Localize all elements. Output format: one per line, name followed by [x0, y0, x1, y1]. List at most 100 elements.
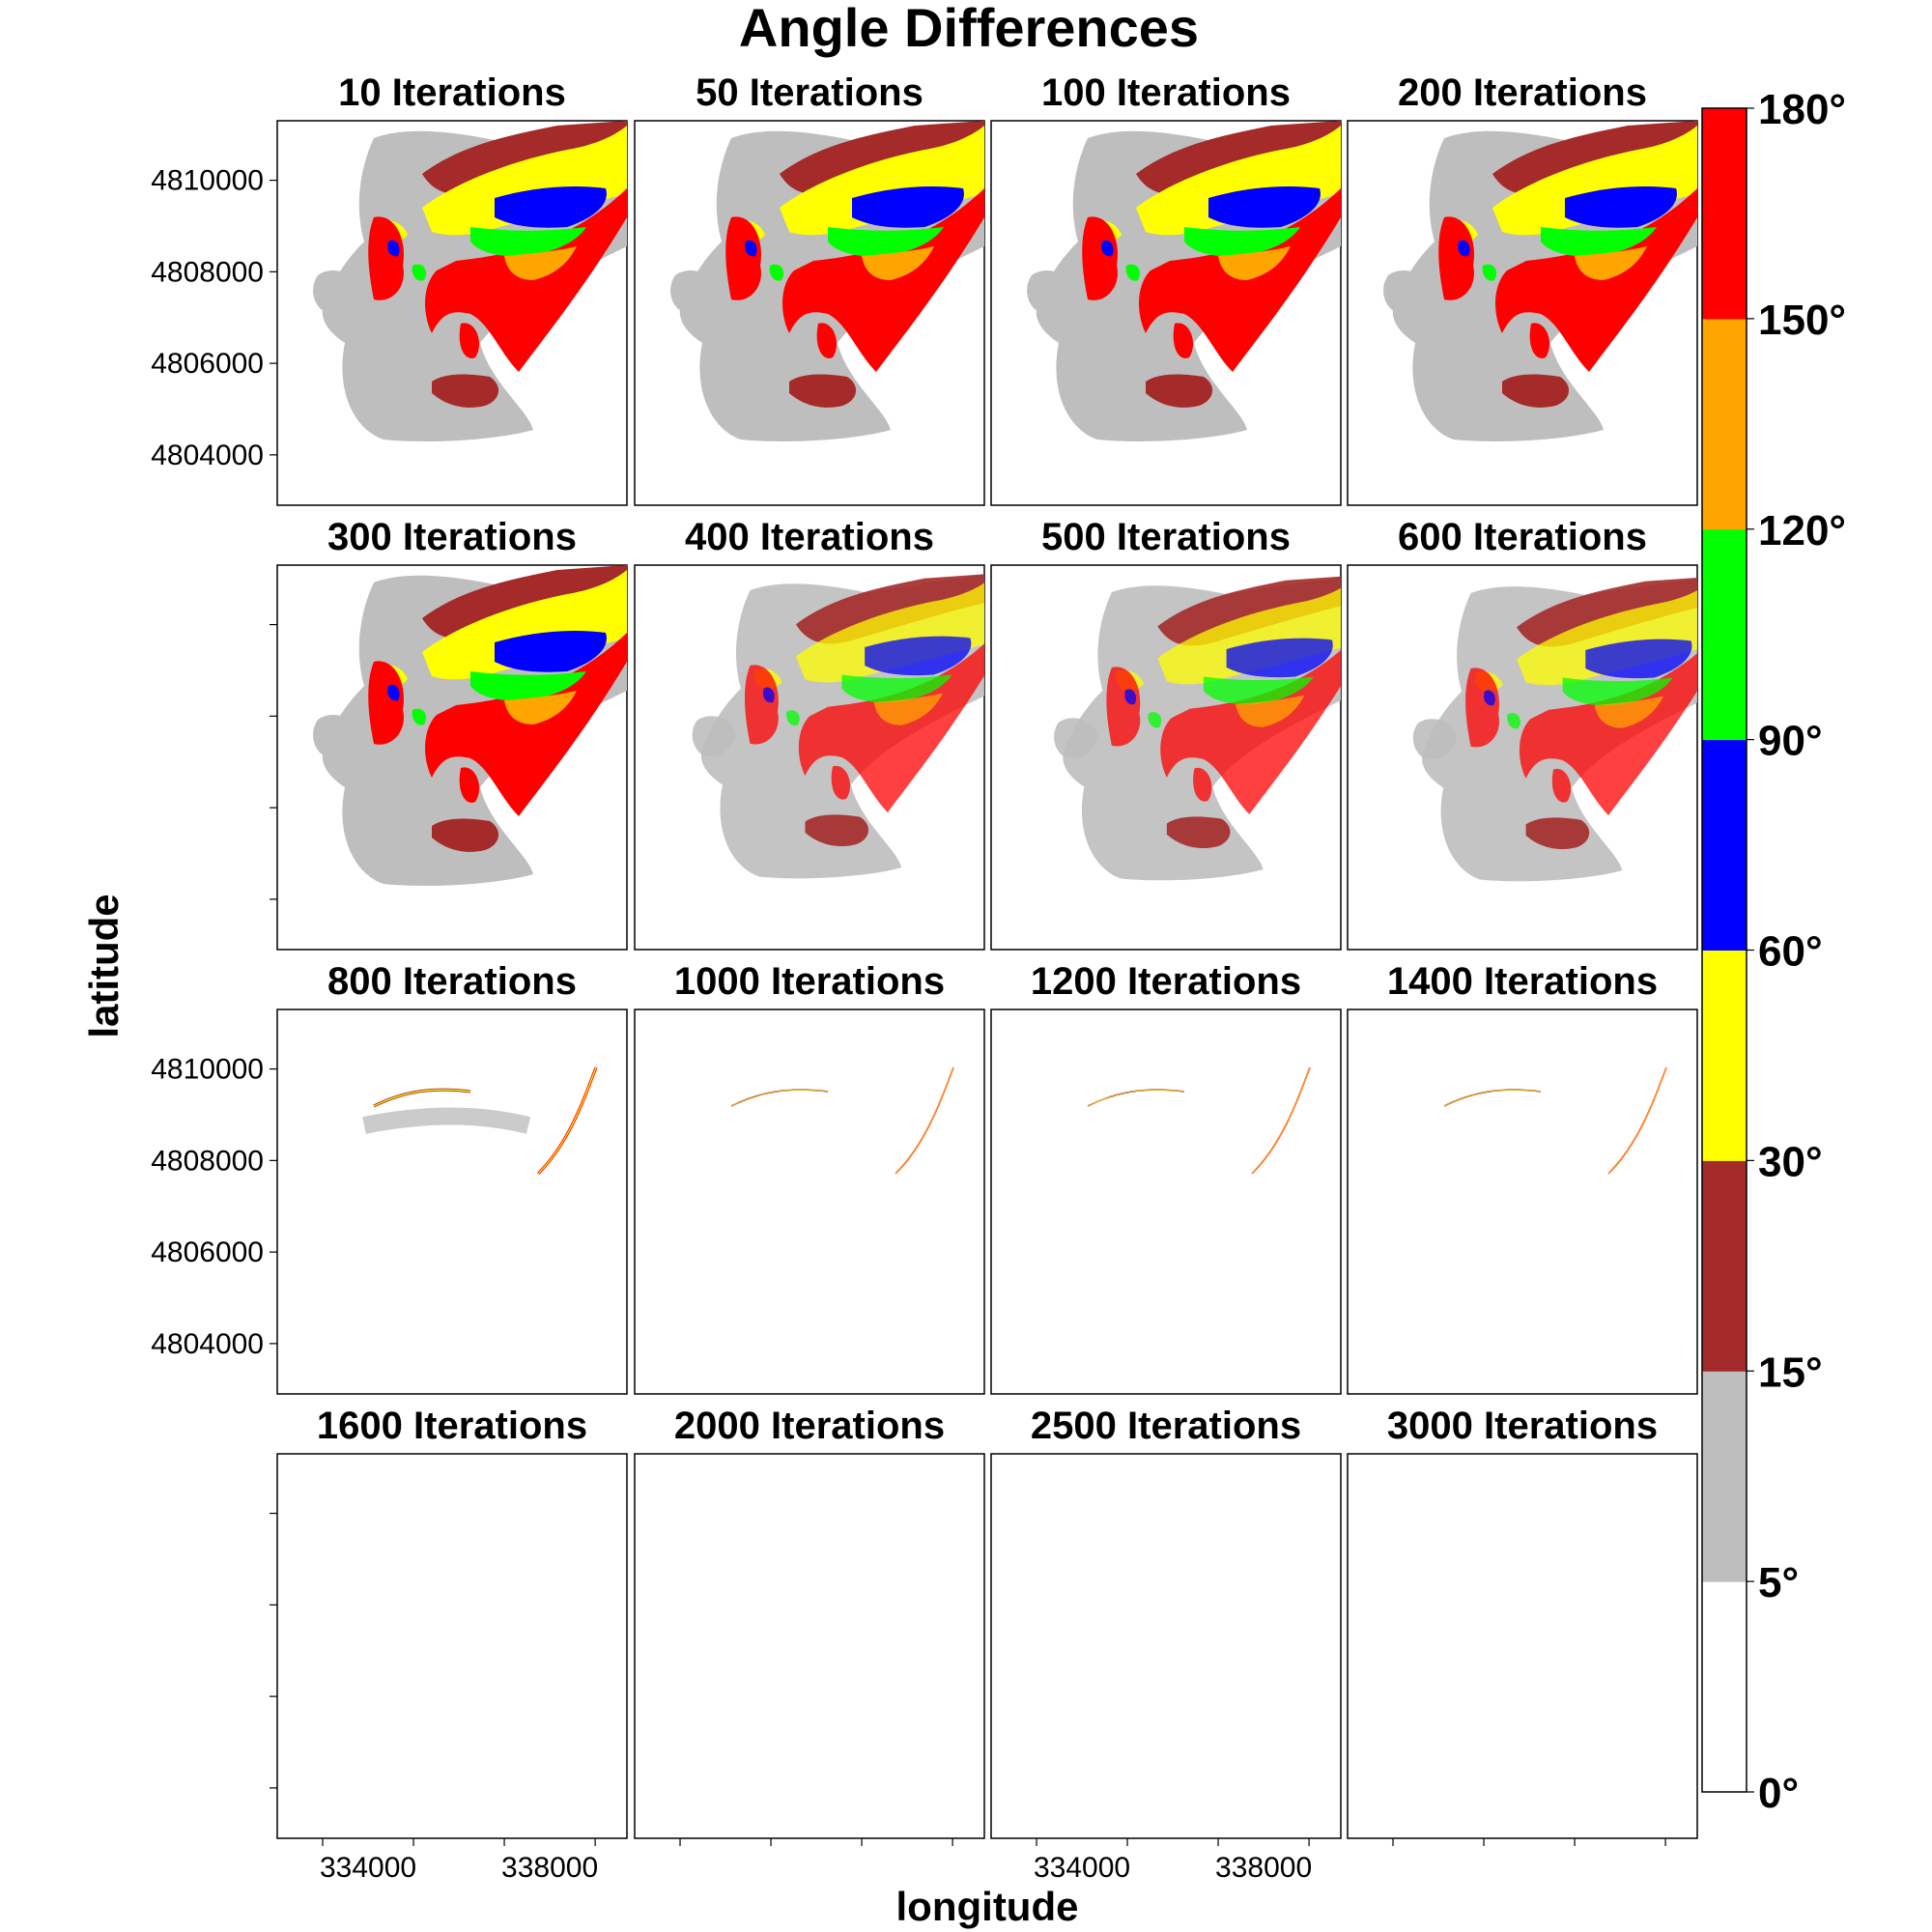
- heatmap-region-blue: [1226, 638, 1333, 678]
- heatmap-region-brown: [1136, 121, 1341, 195]
- panel-title: 10 Iterations: [338, 71, 566, 114]
- facet-panel: 50 Iterations: [634, 71, 985, 506]
- heatmap-region-green: [1541, 227, 1657, 257]
- panel-background: [1347, 1009, 1698, 1395]
- heatmap-region-red: [1193, 767, 1212, 802]
- legend-swatch: [1702, 1160, 1747, 1372]
- heatmap-region-blue: [852, 186, 964, 228]
- heatmap-region-green: [1148, 712, 1162, 728]
- heatmap-region-blue: [495, 631, 607, 672]
- heatmap-region-brown: [422, 121, 627, 195]
- y-tick-label: 4806000: [151, 1236, 264, 1268]
- heatmap-region-gray: [1054, 718, 1098, 758]
- heatmap-region-blue: [1101, 240, 1114, 257]
- facet-panel: 1200 Iterations: [990, 960, 1342, 1395]
- heatmap-region-red: [725, 216, 761, 300]
- panel-background: [990, 1009, 1342, 1395]
- legend-label: 90°: [1758, 718, 1823, 765]
- legend-label: 30°: [1758, 1138, 1823, 1185]
- heatmap-region-green: [470, 227, 586, 257]
- panel-title: 2000 Iterations: [674, 1405, 945, 1447]
- heatmap-streak: [1443, 1089, 1542, 1107]
- heatmap-region-red: [1465, 668, 1500, 748]
- facet-panel: 800 Iterations 4804000 4806000 4808000 48100…: [151, 960, 628, 1395]
- heatmap-streak: [1607, 1066, 1667, 1175]
- heatmap-region-brown: [1517, 577, 1697, 647]
- heatmap-region-green: [470, 671, 586, 701]
- heatmap-region-gray: [313, 270, 359, 313]
- heatmap-region-brown: [1146, 374, 1213, 408]
- heatmap-region-green: [1125, 264, 1141, 281]
- facet-panel: 10 Iterations 4804000 4806000 4808000 481000…: [151, 71, 628, 506]
- legend-swatch: [1702, 739, 1747, 951]
- panel-background: [634, 1009, 985, 1395]
- heatmap-region-green: [1203, 676, 1314, 705]
- heatmap-region-blue: [1585, 639, 1692, 679]
- heatmap-region-yellow: [422, 570, 627, 680]
- heatmap-region-yellow: [795, 582, 984, 683]
- heatmap-region-red: [1173, 323, 1194, 358]
- heatmap-region-blue: [762, 687, 775, 703]
- heatmap-region-brown: [1166, 816, 1231, 849]
- heatmap-region-orange: [1575, 246, 1647, 280]
- heatmap-streak: [373, 1089, 471, 1107]
- heatmap-region-green: [786, 710, 800, 726]
- heatmap-region-gray: [313, 715, 359, 757]
- heatmap-region-green: [828, 227, 944, 257]
- y-tick-label: 4804000: [151, 440, 264, 471]
- heatmap-region-red: [831, 765, 851, 800]
- panel-title: 2500 Iterations: [1031, 1405, 1301, 1447]
- heatmap-region-yellow: [422, 126, 627, 236]
- heatmap-region-yellow: [1136, 126, 1341, 236]
- x-tick-label: 334000: [1034, 1852, 1130, 1884]
- heatmap-region-red: [368, 216, 404, 300]
- panel-background: [276, 1453, 628, 1839]
- heatmap-region-blue: [1208, 186, 1321, 228]
- heatmap-region-brown: [780, 121, 984, 195]
- x-tick-label: 334000: [320, 1852, 416, 1884]
- y-tick-label: 4808000: [151, 1145, 264, 1177]
- y-tick-label: 4806000: [151, 348, 264, 380]
- panel-title: 600 Iterations: [1398, 516, 1647, 558]
- panel-title: 3000 Iterations: [1387, 1405, 1658, 1447]
- heatmap-region-green: [769, 264, 784, 281]
- panel-title: 400 Iterations: [685, 516, 934, 558]
- heatmap-region-blue: [1124, 689, 1137, 705]
- heatmap-region-red: [1082, 216, 1118, 300]
- heatmap-region-brown: [1502, 374, 1570, 408]
- y-tick-label: 4808000: [151, 256, 264, 288]
- y-tick-label: 4804000: [151, 1328, 264, 1360]
- heatmap-region-blue: [1484, 690, 1495, 706]
- heatmap-region-brown: [1157, 576, 1341, 646]
- legend-label: 0°: [1758, 1770, 1799, 1817]
- facet-panel: 1600 Iterations 334000 338000: [270, 1405, 628, 1884]
- heatmap-region-gray: [692, 716, 737, 756]
- facet-panel: 500 Iterations: [990, 516, 1342, 951]
- panel-title: 300 Iterations: [327, 516, 577, 558]
- heatmap-streak: [1087, 1089, 1185, 1107]
- facet-panels: 10 Iterations 4804000 4806000 4808000 481000…: [151, 71, 1698, 1884]
- facet-panel: 100 Iterations: [990, 71, 1342, 506]
- legend-label: 5°: [1758, 1559, 1799, 1606]
- panel-title: 1000 Iterations: [674, 960, 945, 1003]
- heatmap-region-orange: [1236, 695, 1305, 727]
- heatmap-region-blue: [1458, 240, 1470, 257]
- heatmap-region-brown: [1525, 817, 1590, 850]
- heatmap-region-red: [744, 665, 779, 745]
- heatmap-streak: [730, 1089, 829, 1107]
- heatmap-region-blue: [1565, 186, 1677, 228]
- heatmap-region-brown: [1492, 121, 1697, 195]
- heatmap-region-yellow: [1492, 126, 1697, 236]
- heatmap-streak: [362, 1107, 531, 1134]
- panel-title: 1200 Iterations: [1031, 960, 1301, 1003]
- x-axis-label: longitude: [896, 1884, 1079, 1929]
- heatmap-region-yellow: [780, 126, 984, 236]
- panel-background: [276, 1009, 628, 1395]
- heatmap-region-red: [459, 767, 480, 803]
- facet-panel: 600 Iterations: [1347, 516, 1698, 951]
- y-axis-label: latitude: [81, 894, 127, 1037]
- heatmap-region-gray: [1027, 270, 1073, 313]
- facet-panel: 2000 Iterations: [634, 1405, 985, 1846]
- x-tick-label: 338000: [1215, 1852, 1312, 1884]
